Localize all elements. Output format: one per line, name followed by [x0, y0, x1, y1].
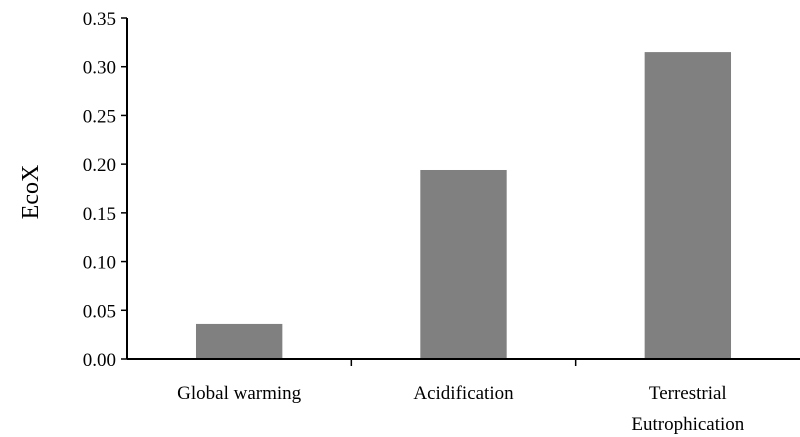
y-tick-label: 0.20: [83, 155, 116, 176]
y-tick-label: 0.10: [83, 253, 116, 274]
y-tick-label: 0.15: [83, 204, 116, 225]
y-ticks: 0.00 0.05 0.10 0.15 0.20 0.25 0.30 0.35: [83, 9, 127, 371]
category-label: Eutrophication: [631, 414, 744, 435]
y-tick-label: 0.25: [83, 106, 116, 127]
bars: [195, 52, 732, 359]
y-tick-label: 0.30: [83, 58, 116, 79]
x-categories: Global warming Acidification Terrestrial Eu…: [177, 359, 745, 435]
bar: [644, 52, 732, 359]
y-tick-label: 0.35: [83, 9, 116, 30]
y-axis-title: EcoX: [18, 165, 44, 220]
category-label: Acidification: [413, 383, 514, 404]
axes: [126, 18, 800, 360]
y-tick-label: 0.05: [83, 301, 116, 322]
bar: [420, 169, 507, 359]
category-label: Terrestrial: [649, 383, 727, 404]
bar: [195, 323, 283, 359]
category-label: Global warming: [177, 383, 302, 404]
y-tick-label: 0.00: [83, 350, 116, 371]
